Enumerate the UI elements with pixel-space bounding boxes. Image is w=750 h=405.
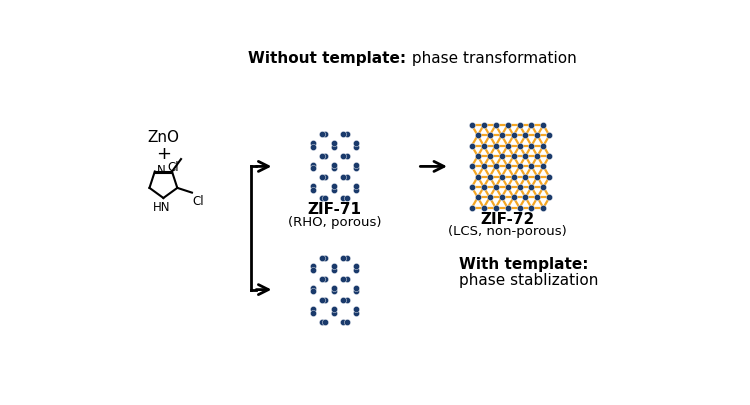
Text: With template:: With template: bbox=[459, 256, 589, 271]
Text: (RHO, porous): (RHO, porous) bbox=[287, 216, 381, 229]
Text: Cl: Cl bbox=[193, 195, 204, 208]
Text: ZIF-72: ZIF-72 bbox=[481, 211, 535, 227]
Text: HN: HN bbox=[153, 201, 170, 214]
Text: Without template:: Without template: bbox=[248, 51, 406, 66]
Text: ZnO: ZnO bbox=[148, 130, 179, 145]
Text: phase transformation: phase transformation bbox=[407, 51, 578, 66]
Text: (LCS, non-porous): (LCS, non-porous) bbox=[448, 226, 567, 239]
Text: N: N bbox=[157, 164, 166, 177]
Text: Cl: Cl bbox=[167, 161, 178, 175]
Text: phase stablization: phase stablization bbox=[459, 273, 598, 288]
Text: ZIF-71: ZIF-71 bbox=[308, 202, 362, 217]
Text: +: + bbox=[156, 145, 171, 163]
